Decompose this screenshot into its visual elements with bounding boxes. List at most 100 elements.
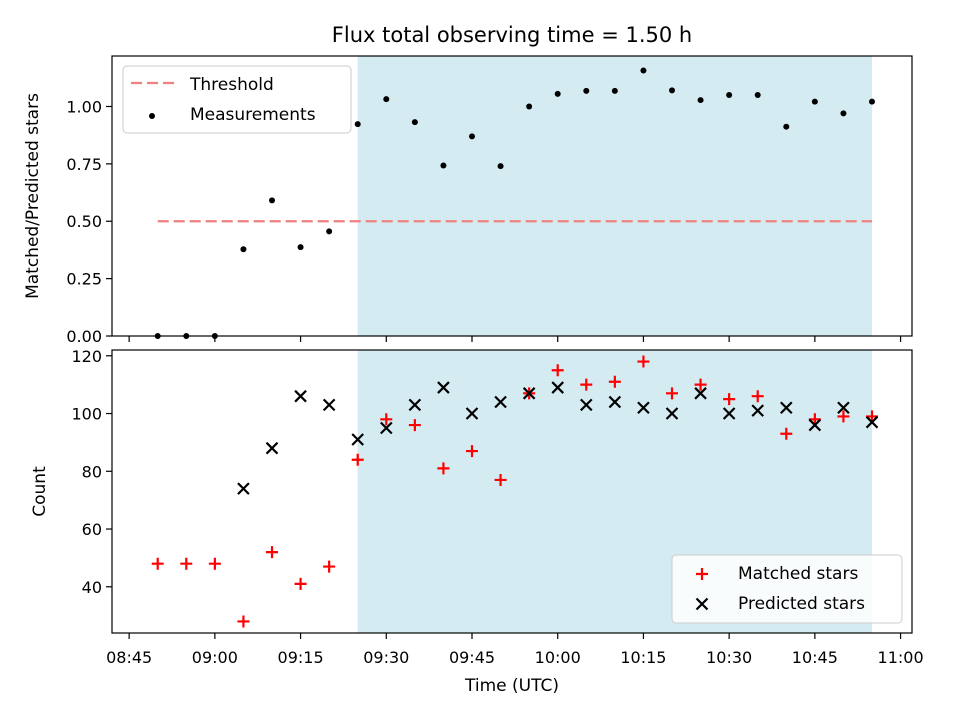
y-tick-label: 120 xyxy=(71,347,102,366)
predicted-stars-point xyxy=(751,404,764,417)
predicted-stars-point xyxy=(580,398,593,412)
count-ticks: 40 60 80 100 120 08:45 09:00 09:15 09:30 09:45 10:… xyxy=(71,347,923,667)
measurement-point xyxy=(497,163,504,170)
measurement-point xyxy=(726,92,733,99)
x-axis-label: Time (UTC) xyxy=(464,676,559,696)
matched-stars-point xyxy=(551,364,564,377)
measurement-point xyxy=(840,110,847,117)
measurement-point xyxy=(669,87,675,94)
predicted-stars-point xyxy=(551,381,564,394)
measurement-point xyxy=(469,133,475,140)
ratio-axes-frame xyxy=(111,55,913,337)
matched-stars-point xyxy=(294,577,307,590)
predicted-stars-point xyxy=(265,441,279,455)
measurement-point xyxy=(269,197,275,204)
count-legend: Matched stars Predicted stars xyxy=(671,554,903,624)
predicted-stars-point xyxy=(465,407,479,420)
ratio-legend: Threshold Measurements xyxy=(122,65,352,134)
measurement-point xyxy=(783,123,790,130)
predicted-stars-point xyxy=(608,395,622,409)
measurement-point xyxy=(611,87,618,94)
measurement-point xyxy=(869,98,875,105)
x-tick-label: 10:15 xyxy=(620,648,666,667)
matched-stars-point xyxy=(808,413,821,426)
predicted-stars-point xyxy=(522,387,536,400)
matched-stars-point xyxy=(180,557,193,570)
matched-stars-point xyxy=(723,393,736,406)
predicted-stars-point xyxy=(294,389,307,403)
measurement-point xyxy=(240,246,247,253)
ratio-marks xyxy=(154,67,875,339)
matched-stars-point xyxy=(380,413,393,426)
ratio-y-axis-label: Matched/Predicted stars xyxy=(23,93,43,299)
legend-threshold-label: Threshold xyxy=(189,75,274,95)
x-tick-label: 10:00 xyxy=(535,648,581,667)
matched-stars-point xyxy=(151,557,164,570)
legend-box xyxy=(122,65,352,134)
matched-stars-point xyxy=(351,453,364,466)
legend-measurement-label: Measurements xyxy=(190,105,316,125)
measurement-point xyxy=(697,97,704,104)
y-tick-label: 60 xyxy=(82,520,102,539)
matched-stars-point xyxy=(666,387,678,400)
x-tick-label: 09:30 xyxy=(363,648,409,667)
measurement-point xyxy=(354,121,361,128)
legend-matched-swatch xyxy=(696,568,708,580)
matched-stars-point xyxy=(580,378,593,391)
x-tick-label: 11:00 xyxy=(878,648,924,667)
x-tick-label: 09:15 xyxy=(278,648,324,667)
predicted-stars-point xyxy=(780,401,793,415)
y-tick-label: 0.75 xyxy=(66,155,102,174)
count-y-axis-label: Count xyxy=(30,466,50,517)
matched-stars-point xyxy=(237,615,250,628)
legend-matched-label: Matched stars xyxy=(738,564,858,584)
count-axes-frame xyxy=(111,349,913,634)
observing-window-span-top xyxy=(357,56,872,336)
predicted-stars-point xyxy=(837,401,850,415)
measurement-point xyxy=(411,119,418,126)
x-tick-label: 10:45 xyxy=(792,648,838,667)
y-tick-label: 0.50 xyxy=(66,212,102,231)
matched-stars-point xyxy=(266,546,278,559)
x-tick-label: 08:45 xyxy=(106,648,152,667)
matched-stars-point xyxy=(837,410,850,423)
matched-stars-point xyxy=(437,462,450,475)
matched-stars-point xyxy=(323,560,336,573)
predicted-stars-point xyxy=(380,421,393,435)
y-tick-label: 80 xyxy=(82,462,102,481)
predicted-stars-point xyxy=(694,387,707,400)
ratio-ticks: 0.00 0.25 0.50 0.75 1.00 xyxy=(66,97,902,346)
legend-predicted-label: Predicted stars xyxy=(738,594,865,614)
chart-title: Flux total observing time = 1.50 h xyxy=(332,23,692,47)
measurement-point xyxy=(640,67,647,74)
matched-stars-point xyxy=(694,378,707,391)
y-tick-label: 100 xyxy=(71,405,102,424)
measurement-point xyxy=(811,98,818,105)
y-tick-label: 0.00 xyxy=(66,327,102,346)
measurement-point xyxy=(326,228,333,235)
measurement-point xyxy=(526,103,533,110)
y-tick-label: 0.25 xyxy=(66,270,102,289)
predicted-stars-point xyxy=(351,433,364,446)
legend-predicted-swatch xyxy=(695,597,709,611)
measurement-point xyxy=(440,162,447,169)
count-marks xyxy=(151,355,879,628)
predicted-stars-point xyxy=(637,401,650,415)
measurement-point xyxy=(583,87,590,94)
measurement-point xyxy=(297,244,304,251)
x-tick-label: 09:45 xyxy=(449,648,495,667)
matched-stars-point xyxy=(780,427,793,440)
matched-stars-point xyxy=(866,410,878,423)
measurement-point xyxy=(383,96,390,103)
predicted-stars-point xyxy=(437,381,450,394)
count-panel: 40 60 80 100 120 08:45 09:00 09:15 09:30 09:45 10:… xyxy=(30,347,924,696)
matched-stars-point xyxy=(208,557,221,570)
predicted-stars-point xyxy=(665,407,679,420)
predicted-stars-point xyxy=(865,415,879,429)
measurement-point xyxy=(754,92,761,99)
matched-stars-point xyxy=(494,473,507,486)
predicted-stars-point xyxy=(237,482,250,495)
legend-box xyxy=(671,554,903,624)
